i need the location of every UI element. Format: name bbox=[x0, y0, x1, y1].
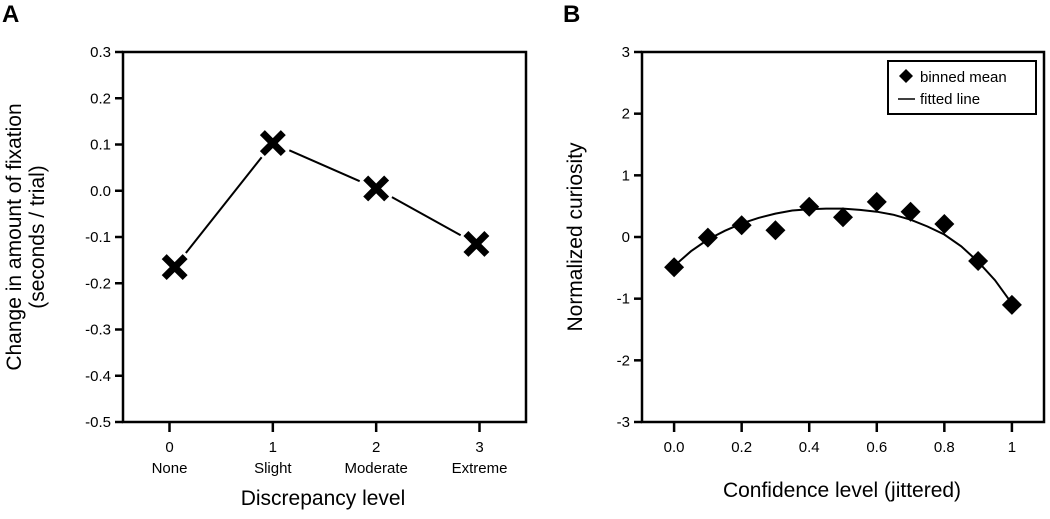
x-marker-stroke bbox=[161, 254, 188, 281]
panel-b-y-axis-title: Normalized curiosity bbox=[564, 142, 587, 332]
y-tick-label: 1 bbox=[622, 167, 630, 184]
y-tick-label: 3 bbox=[622, 44, 630, 61]
panel-b-legend: binned mean fitted line bbox=[887, 60, 1037, 115]
x-tick-category-label: Slight bbox=[254, 460, 292, 477]
panel-b-series bbox=[664, 191, 1022, 315]
series-line-segment bbox=[391, 196, 462, 237]
panel-b-label: B bbox=[563, 1, 580, 28]
x-tick-category-label: None bbox=[152, 460, 188, 477]
binned-mean-point bbox=[1001, 294, 1022, 315]
y-tick-label: 2 bbox=[622, 106, 630, 123]
x-tick-category-label: Extreme bbox=[452, 460, 508, 477]
series-line-segment bbox=[185, 156, 263, 254]
x-marker bbox=[363, 175, 390, 202]
panel-a-series bbox=[161, 130, 490, 281]
x-tick-label: 1 bbox=[1008, 439, 1016, 456]
legend-diamond-icon bbox=[899, 69, 913, 83]
binned-mean-point bbox=[799, 196, 820, 217]
binned-mean-point bbox=[664, 257, 685, 278]
binned-mean-point bbox=[697, 227, 718, 248]
x-tick-label: 0.6 bbox=[866, 439, 887, 456]
x-tick-label: 2 bbox=[372, 439, 380, 456]
x-marker-stroke bbox=[363, 175, 390, 202]
y-tick-label: -0.1 bbox=[85, 229, 111, 246]
panel-b: B 3 2 1 0 -1 -2 -3 0.0 0.2 0.4 0.6 0.8 1 binned mea… bbox=[563, 1, 1046, 502]
x-tick-label: 0.4 bbox=[799, 439, 820, 456]
binned-mean-point bbox=[900, 201, 921, 222]
panel-a: A 0.3 0.2 0.1 0.0 -0.1 -0.2 -0.3 -0.4 -0.5 0 None… bbox=[2, 1, 528, 510]
y-tick-label: 0.3 bbox=[90, 44, 111, 61]
legend-frame bbox=[887, 60, 1037, 115]
y-tick-label: -2 bbox=[617, 352, 630, 369]
y-tick-label: -0.2 bbox=[85, 275, 111, 292]
x-tick-category-label: Moderate bbox=[344, 460, 407, 477]
y-tick-label: -3 bbox=[617, 414, 630, 431]
y-tick-label: 0.0 bbox=[90, 183, 111, 200]
y-tick-label: -1 bbox=[617, 291, 630, 308]
x-tick-label: 3 bbox=[475, 439, 483, 456]
panel-b-x-axis: 0.0 0.2 0.4 0.6 0.8 1 bbox=[664, 422, 1016, 456]
x-marker-stroke bbox=[463, 230, 490, 257]
y-tick-label: 0.1 bbox=[90, 137, 111, 154]
panel-b-x-axis-title: Confidence level (jittered) bbox=[723, 479, 961, 502]
y-tick-label: 0.2 bbox=[90, 90, 111, 107]
panel-a-y-axis-title-line1: Change in amount of fixation bbox=[3, 103, 26, 370]
legend-entry-binned-mean: binned mean bbox=[920, 69, 1007, 86]
panel-a-x-axis: 0 None 1 Slight 2 Moderate 3 Extreme bbox=[152, 422, 508, 477]
binned-mean-point bbox=[934, 214, 955, 235]
panel-a-label: A bbox=[2, 1, 19, 28]
y-tick-label: 0 bbox=[622, 229, 630, 246]
binned-mean-point bbox=[866, 191, 887, 212]
binned-mean-point bbox=[833, 207, 853, 228]
x-tick-label: 0 bbox=[165, 439, 173, 456]
series-line-segment bbox=[288, 149, 361, 183]
x-marker bbox=[259, 130, 286, 157]
x-marker bbox=[463, 230, 490, 257]
binned-mean-point bbox=[765, 220, 786, 241]
x-tick-label: 1 bbox=[269, 439, 277, 456]
y-tick-label: -0.3 bbox=[85, 322, 111, 339]
panel-a-y-axis: 0.3 0.2 0.1 0.0 -0.1 -0.2 -0.3 -0.4 -0.5 bbox=[85, 44, 123, 431]
binned-mean-point bbox=[731, 215, 752, 236]
y-tick-label: -0.4 bbox=[85, 368, 111, 385]
legend-entry-fitted-line: fitted line bbox=[920, 91, 980, 108]
x-marker bbox=[161, 254, 188, 281]
x-tick-label: 0.2 bbox=[731, 439, 752, 456]
panel-b-y-axis: 3 2 1 0 -1 -2 -3 bbox=[617, 44, 642, 431]
y-tick-label: -0.5 bbox=[85, 414, 111, 431]
x-tick-label: 0.0 bbox=[664, 439, 685, 456]
panel-a-y-axis-title-line2: (seconds / trial) bbox=[26, 165, 49, 309]
x-marker-stroke bbox=[259, 130, 286, 157]
x-tick-label: 0.8 bbox=[934, 439, 955, 456]
binned-mean-point bbox=[968, 251, 989, 272]
panel-a-x-axis-title: Discrepancy level bbox=[241, 487, 406, 510]
